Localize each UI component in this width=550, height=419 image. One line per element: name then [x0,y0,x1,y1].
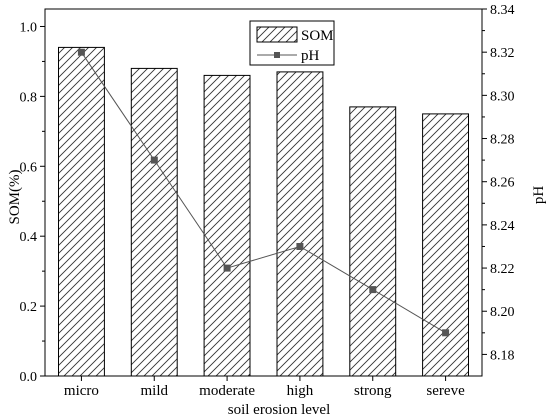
axes: micro mild moderate high strong sereve 0.0 0.2 0… [20,3,515,399]
left-y-tick-label-0.8: 0.8 [20,90,38,105]
ph-line [80,51,446,334]
right-y-tick-label-8.26: 8.26 [490,176,515,191]
right-y-tick-label-8.18: 8.18 [490,348,515,363]
right-y-tick-label-8.34: 8.34 [490,3,515,18]
legend-swatch-som [256,26,298,43]
left-y-tick-label-0.4: 0.4 [20,230,38,245]
right-y-tick-label-8.28: 8.28 [490,133,515,148]
ph-point-mild [150,156,158,164]
right-y-tick-label-8.32: 8.32 [490,46,515,61]
ph-point-micro [77,48,85,56]
right-y-tick-label-8.24: 8.24 [490,219,515,234]
right-y-tick-label-8.30: 8.30 [490,89,515,104]
legend: SOM pH [249,20,335,66]
legend-label-ph: pH [301,48,320,64]
plot-frame [44,8,483,377]
left-y-tick-label-1.0: 1.0 [20,20,38,35]
ph-point-high [296,243,304,250]
left-y-tick-label-0.6: 0.6 [20,160,38,175]
right-y-tick-label-8.22: 8.22 [490,262,515,277]
bar-som-strong [349,106,397,377]
x-tick-label-high: high [287,383,314,399]
bar-som-mild [130,67,178,377]
left-y-tick-label-0.0: 0.0 [20,370,38,385]
x-tick-label-moderate: moderate [199,383,255,399]
right-y-axis-title: pH [531,186,547,205]
ph-point-moderate [223,264,231,272]
ph-point-strong [369,286,377,294]
bar-som-sereve [422,113,470,377]
ph-point-sereve [442,329,450,337]
x-tick-label-mild: mild [140,383,168,399]
left-y-axis-title: SOM(%) [7,169,23,224]
legend-marker-ph [274,52,280,58]
bar-som-high [276,71,324,377]
som-bars [58,46,470,377]
x-axis-title: soil erosion level [228,402,330,418]
x-tick-label-strong: strong [354,383,392,399]
bar-som-micro [58,46,105,377]
left-y-tick-label-0.2: 0.2 [20,300,38,315]
x-tick-label-micro: micro [64,383,99,399]
legend-label-som: SOM [301,28,334,44]
right-y-tick-label-8.20: 8.20 [490,305,515,320]
x-tick-label-sereve: sereve [426,383,465,399]
bar-som-moderate [203,74,251,377]
ph-line-series [77,48,450,337]
